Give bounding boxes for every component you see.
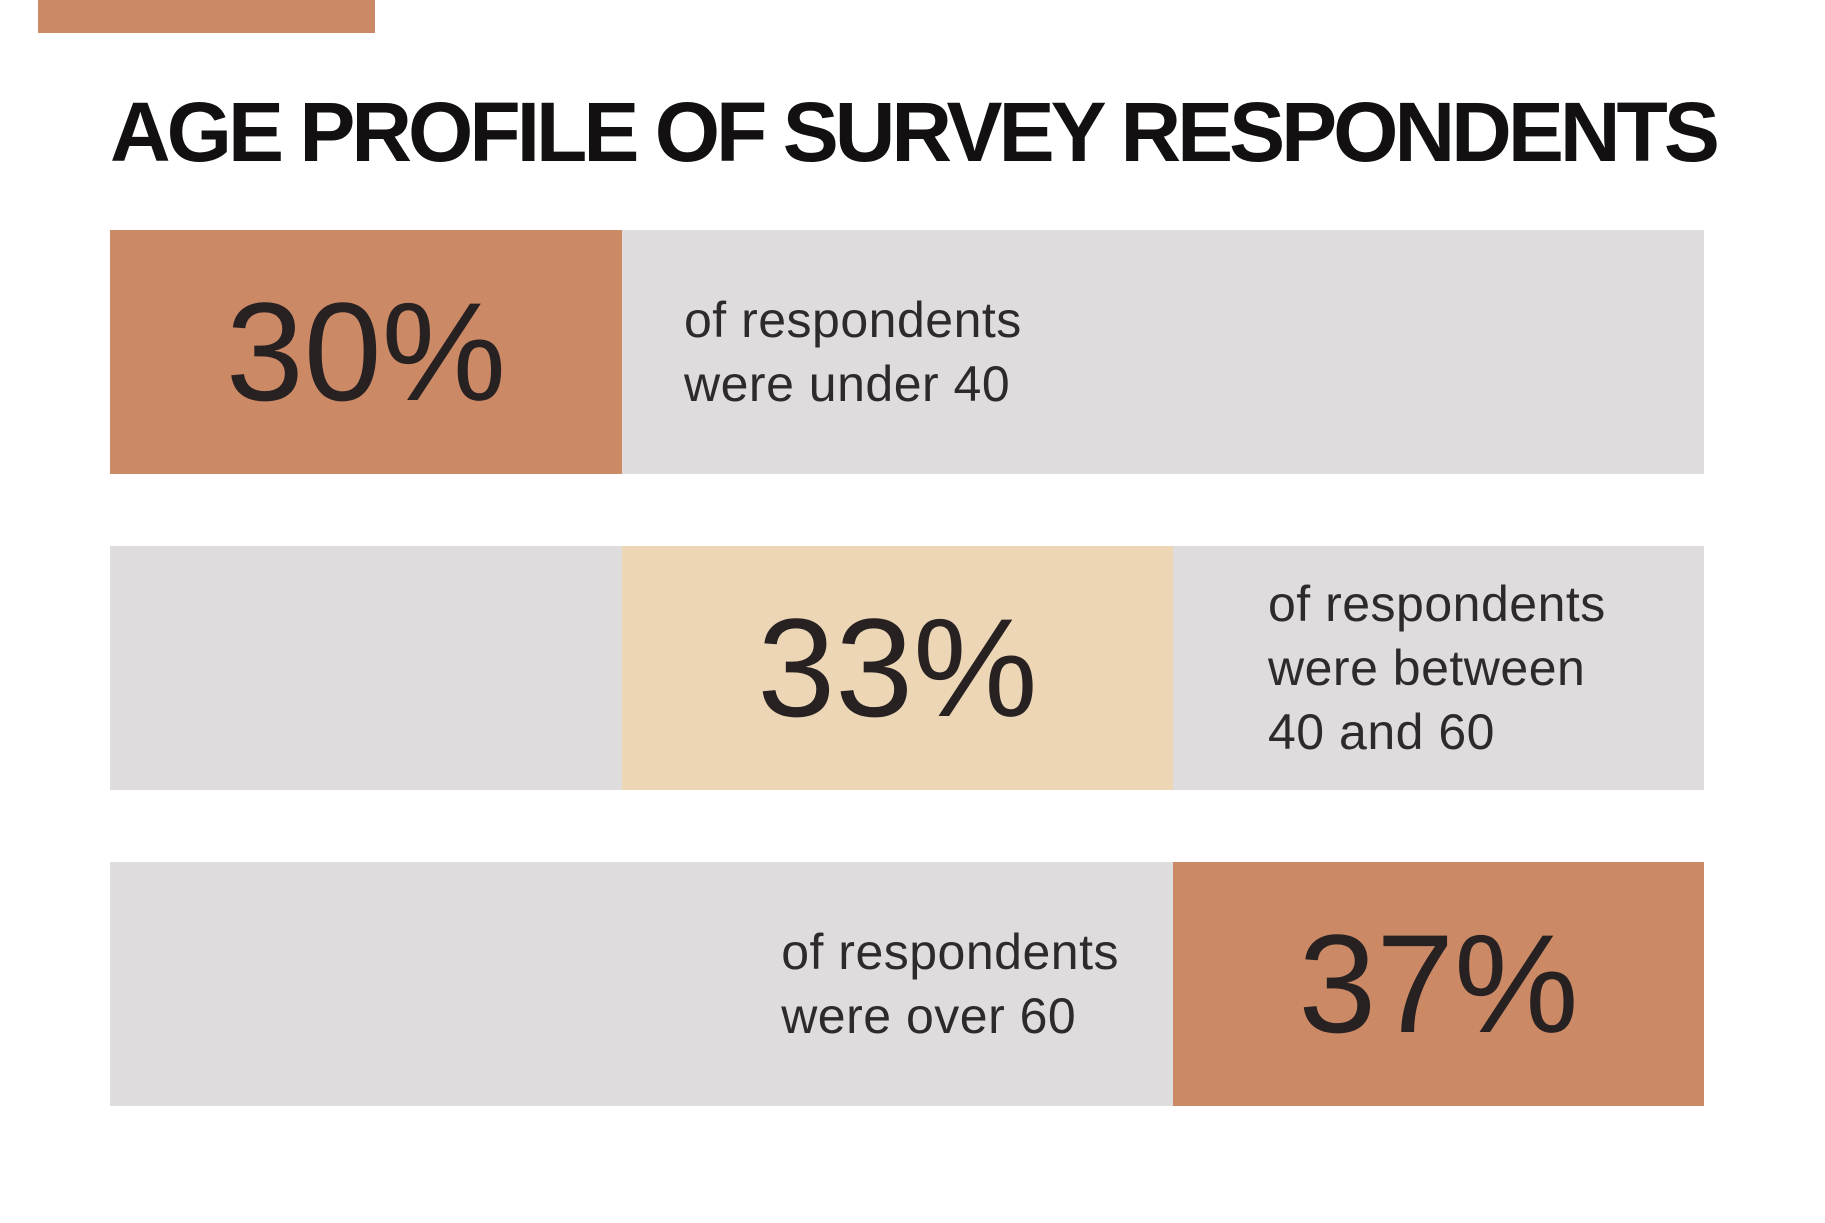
description-line: 40 and 60	[1268, 704, 1495, 760]
value-label-over-60: 37%	[1298, 905, 1579, 1062]
value-label-under-40: 30%	[225, 273, 507, 430]
value-label-40-to-60: 33%	[757, 589, 1038, 746]
bar-segment-value-under-40: 30%	[110, 230, 622, 474]
description-line: of respondents	[781, 924, 1119, 980]
description-line: were between	[1268, 640, 1586, 696]
bar-track-right-40-to-60: of respondents were between 40 and 60	[1173, 546, 1704, 790]
bar-row-40-to-60: 33% of respondents were between 40 and 6…	[110, 546, 1704, 790]
description-line: of respondents	[1268, 576, 1606, 632]
bar-track-under-40: of respondents were under 40	[622, 230, 1704, 474]
bar-row-under-40: 30% of respondents were under 40	[110, 230, 1704, 474]
bar-row-over-60: of respondents were over 60 37%	[110, 862, 1704, 1106]
corner-accent-bar	[38, 0, 375, 33]
description-line: were over 60	[781, 988, 1077, 1044]
description-under-40: of respondents were under 40	[684, 288, 1022, 416]
description-line: were under 40	[684, 356, 1011, 412]
description-over-60: of respondents were over 60	[781, 920, 1119, 1048]
page-title: AGE PROFILE OF SURVEY RESPONDENTS	[110, 85, 1720, 179]
description-40-to-60: of respondents were between 40 and 60	[1268, 572, 1606, 764]
description-line: of respondents	[684, 292, 1022, 348]
bar-track-over-60: of respondents were over 60	[110, 862, 1173, 1106]
bar-segment-value-over-60: 37%	[1173, 862, 1704, 1106]
bar-track-left-40-to-60	[110, 546, 622, 790]
bar-segment-value-40-to-60: 33%	[622, 546, 1173, 790]
